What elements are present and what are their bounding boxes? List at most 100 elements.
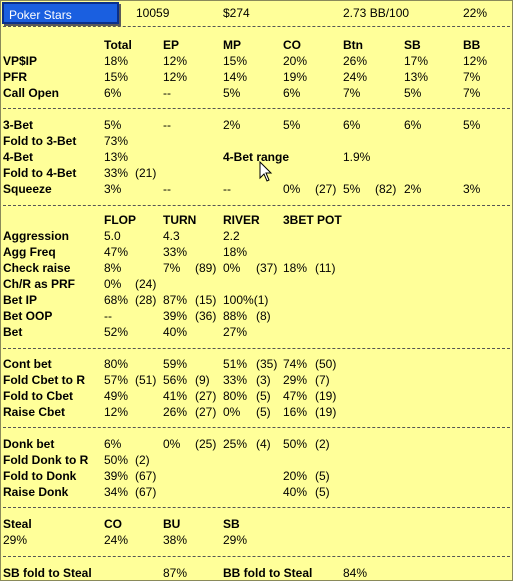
stat-value: -- — [163, 118, 171, 132]
sample-count: (5) — [315, 469, 330, 483]
stat-value: 8% — [104, 261, 122, 275]
stat-value: 57% — [104, 373, 129, 387]
stat-label: 4-Bet range — [223, 150, 290, 164]
sample-count: (8) — [256, 309, 271, 323]
section-divider — [3, 348, 510, 349]
stat-value: 5.0 — [104, 229, 121, 243]
stat-label: Bet IP — [3, 293, 38, 307]
section-divider — [3, 108, 510, 109]
hands-count: 10059 — [136, 6, 170, 20]
sample-count: (11) — [315, 261, 336, 275]
sample-count: (36) — [195, 309, 217, 323]
stat-label: VP$IP — [3, 54, 38, 68]
column-header: Btn — [343, 38, 363, 52]
stat-value: 13% — [104, 150, 129, 164]
stat-value: 59% — [163, 357, 188, 371]
stat-value: 5% — [463, 118, 481, 132]
stat-value: 24% — [104, 533, 129, 547]
stat-value: 29% — [3, 533, 28, 547]
section-divider — [3, 507, 510, 508]
stat-value: 39% — [163, 309, 188, 323]
stat-value: 26% — [163, 405, 188, 419]
stat-value: 80% — [104, 357, 129, 371]
sample-count: (15) — [195, 293, 217, 307]
stat-value: 47% — [283, 389, 308, 403]
stat-value: (82) — [375, 182, 397, 196]
sample-count: (3) — [256, 373, 271, 387]
sample-count: (25) — [195, 437, 217, 451]
stat-value: 16% — [283, 405, 308, 419]
stat-value: 15% — [104, 70, 129, 84]
stat-value: 7% — [163, 261, 181, 275]
sample-count: (89) — [195, 261, 217, 275]
stat-value: -- — [163, 182, 171, 196]
column-header: CO — [283, 38, 301, 52]
stat-value: 0% — [223, 405, 241, 419]
sample-count: (2) — [135, 453, 150, 467]
stat-value: -- — [223, 182, 231, 196]
stat-label: Call Open — [3, 86, 60, 100]
sample-count: (24) — [135, 277, 157, 291]
stat-value: 24% — [343, 70, 368, 84]
stat-value: 2% — [404, 182, 422, 196]
stat-label: Check raise — [3, 261, 71, 275]
stat-label: Fold Donk to R — [3, 453, 89, 467]
column-header: RIVER — [223, 213, 260, 227]
stat-value: 12% — [163, 70, 188, 84]
stat-value: 33% — [223, 373, 248, 387]
stat-value: 2.2 — [223, 229, 240, 243]
sample-count: (37) — [256, 261, 278, 275]
stat-value: 2% — [223, 118, 241, 132]
stat-value: 0% — [163, 437, 181, 451]
stat-value: 39% — [104, 469, 129, 483]
column-header: FLOP — [104, 213, 136, 227]
column-header: MP — [223, 38, 241, 52]
stat-label: Fold to Donk — [3, 469, 77, 483]
sample-count: (35) — [256, 357, 278, 371]
stat-value: 50% — [104, 453, 129, 467]
stat-label: Ch/R as PRF — [3, 277, 76, 291]
stat-value: 14% — [223, 70, 248, 84]
sample-count: (5) — [315, 485, 330, 499]
column-header: EP — [163, 38, 180, 52]
stat-label: Fold to 3-Bet — [3, 134, 77, 148]
stat-label: Bet — [3, 325, 23, 339]
stat-value: -- — [163, 86, 171, 100]
stat-value: 6% — [404, 118, 422, 132]
stat-value: 50% — [283, 437, 308, 451]
stat-value: 3% — [104, 182, 122, 196]
column-header: 3BET POT — [283, 213, 342, 227]
stat-label: Fold to Cbet — [3, 389, 73, 403]
stat-value: 49% — [104, 389, 129, 403]
stat-label: Agg Freq — [3, 245, 56, 259]
stat-value: 34% — [104, 485, 129, 499]
stat-value: 5% — [404, 86, 422, 100]
stat-value: 33% — [104, 166, 129, 180]
stat-value: 5% — [223, 86, 241, 100]
column-header: TURN — [163, 213, 197, 227]
stat-value: 5% — [283, 118, 301, 132]
stat-value: 41% — [163, 389, 188, 403]
stat-value: 4.3 — [163, 229, 180, 243]
stat-value: 87% — [163, 566, 188, 580]
stat-value: 12% — [163, 54, 188, 68]
sample-count: (2) — [315, 437, 330, 451]
stat-value: 80% — [223, 389, 248, 403]
stat-label: Fold to 4-Bet — [3, 166, 77, 180]
sample-count: (7) — [315, 373, 330, 387]
column-header: BB — [463, 38, 481, 52]
sample-count: (67) — [135, 469, 157, 483]
site-button[interactable]: Poker Stars — [2, 2, 119, 24]
sample-count: (50) — [315, 357, 337, 371]
stat-value: 12% — [463, 54, 488, 68]
bb-per-100: 2.73 BB/100 — [343, 6, 410, 20]
stat-value: 7% — [463, 86, 481, 100]
stat-value: 7% — [343, 86, 361, 100]
sample-count: (67) — [135, 485, 157, 499]
stat-label: Squeeze — [3, 182, 52, 196]
stat-label: Fold Cbet to R — [3, 373, 85, 387]
stat-value: 87% — [163, 293, 188, 307]
amount-won: $274 — [223, 6, 250, 20]
stat-value: 0% — [223, 261, 241, 275]
stat-label: Raise Donk — [3, 485, 69, 499]
